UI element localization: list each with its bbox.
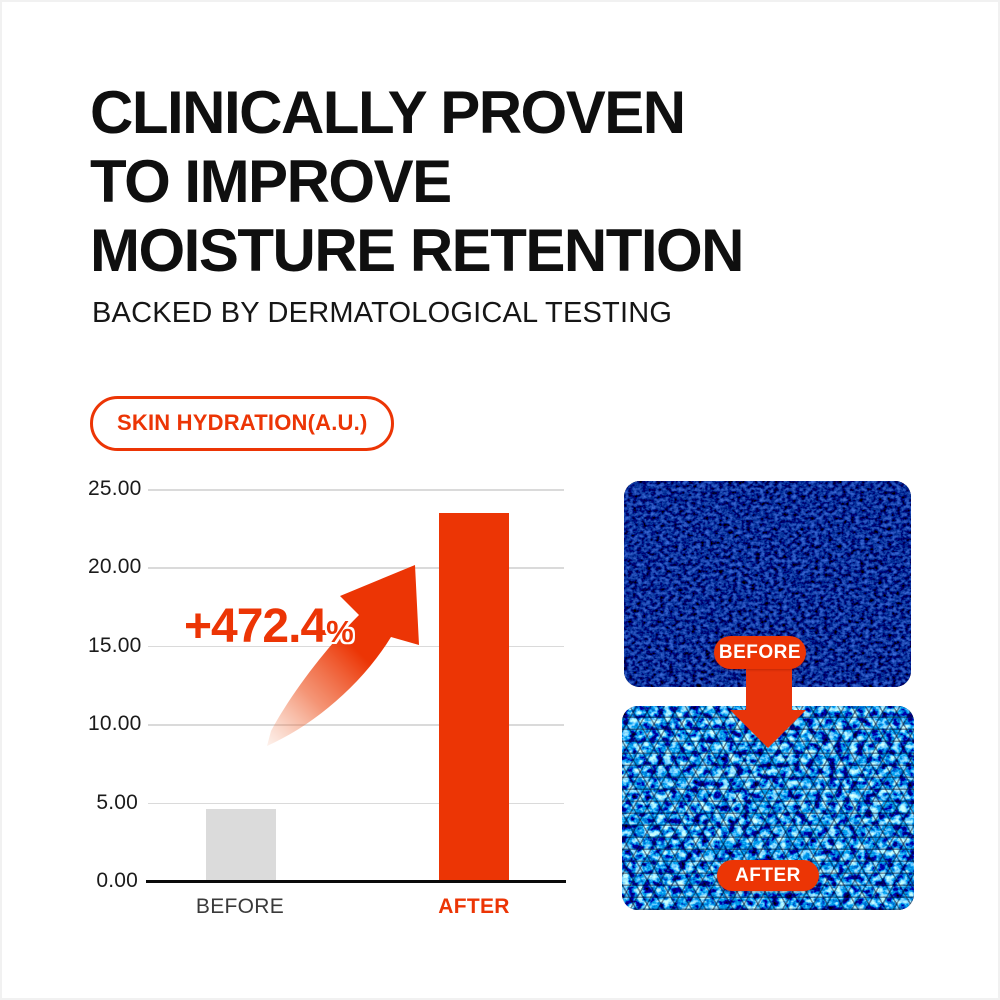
after-pill-text: AFTER: [735, 864, 801, 886]
gridline-5: [148, 802, 564, 805]
gridline-10: [148, 724, 564, 726]
headline: CLINICALLY PROVEN TO IMPROVE MOISTURE RE…: [90, 78, 745, 285]
growth-arrow-icon: [267, 565, 419, 746]
headline-line-2: TO IMPROVE: [90, 148, 452, 215]
headline-line-1: CLINICALLY PROVEN: [90, 79, 686, 146]
gridline-25: [148, 489, 564, 491]
y-axis-tick: 5.00: [96, 790, 138, 814]
before-pill-text: BEFORE: [718, 641, 802, 663]
after-pill-label: AFTER: [717, 860, 819, 891]
before-pill-label: BEFORE: [714, 636, 806, 669]
y-axis-tick: 25.00: [88, 477, 142, 500]
y-axis-tick: 20.00: [88, 555, 142, 579]
percent-symbol: %: [326, 614, 354, 649]
bar-before: [206, 809, 276, 880]
chart-title-badge: SKIN HYDRATION(A.U.): [90, 396, 395, 451]
microscopy-panel: BEFORE AFTER: [620, 480, 916, 912]
x-axis-line: [146, 879, 566, 883]
chart-title-label: SKIN HYDRATION(A.U.): [117, 410, 368, 435]
headline-line-3: MOISTURE RETENTION: [90, 217, 745, 284]
gridline-20: [148, 567, 564, 569]
bar-after: [439, 513, 509, 880]
y-axis-tick: 0.00: [96, 869, 138, 892]
x-label-after: AFTER: [438, 895, 510, 918]
hydration-bar-chart: 25.00 20.00 15.00 10.00 5.00 0.00 BEFORE…: [88, 477, 566, 918]
y-axis-tick: 10.00: [88, 712, 142, 736]
down-arrow-icon: [730, 652, 806, 748]
subheadline: BACKED BY DERMATOLOGICAL TESTING: [92, 297, 673, 329]
y-axis-tick: 15.00: [88, 633, 142, 657]
growth-value: +472.4: [184, 600, 327, 653]
growth-annotation: +472.4%: [184, 599, 354, 654]
x-label-before: BEFORE: [195, 895, 285, 918]
